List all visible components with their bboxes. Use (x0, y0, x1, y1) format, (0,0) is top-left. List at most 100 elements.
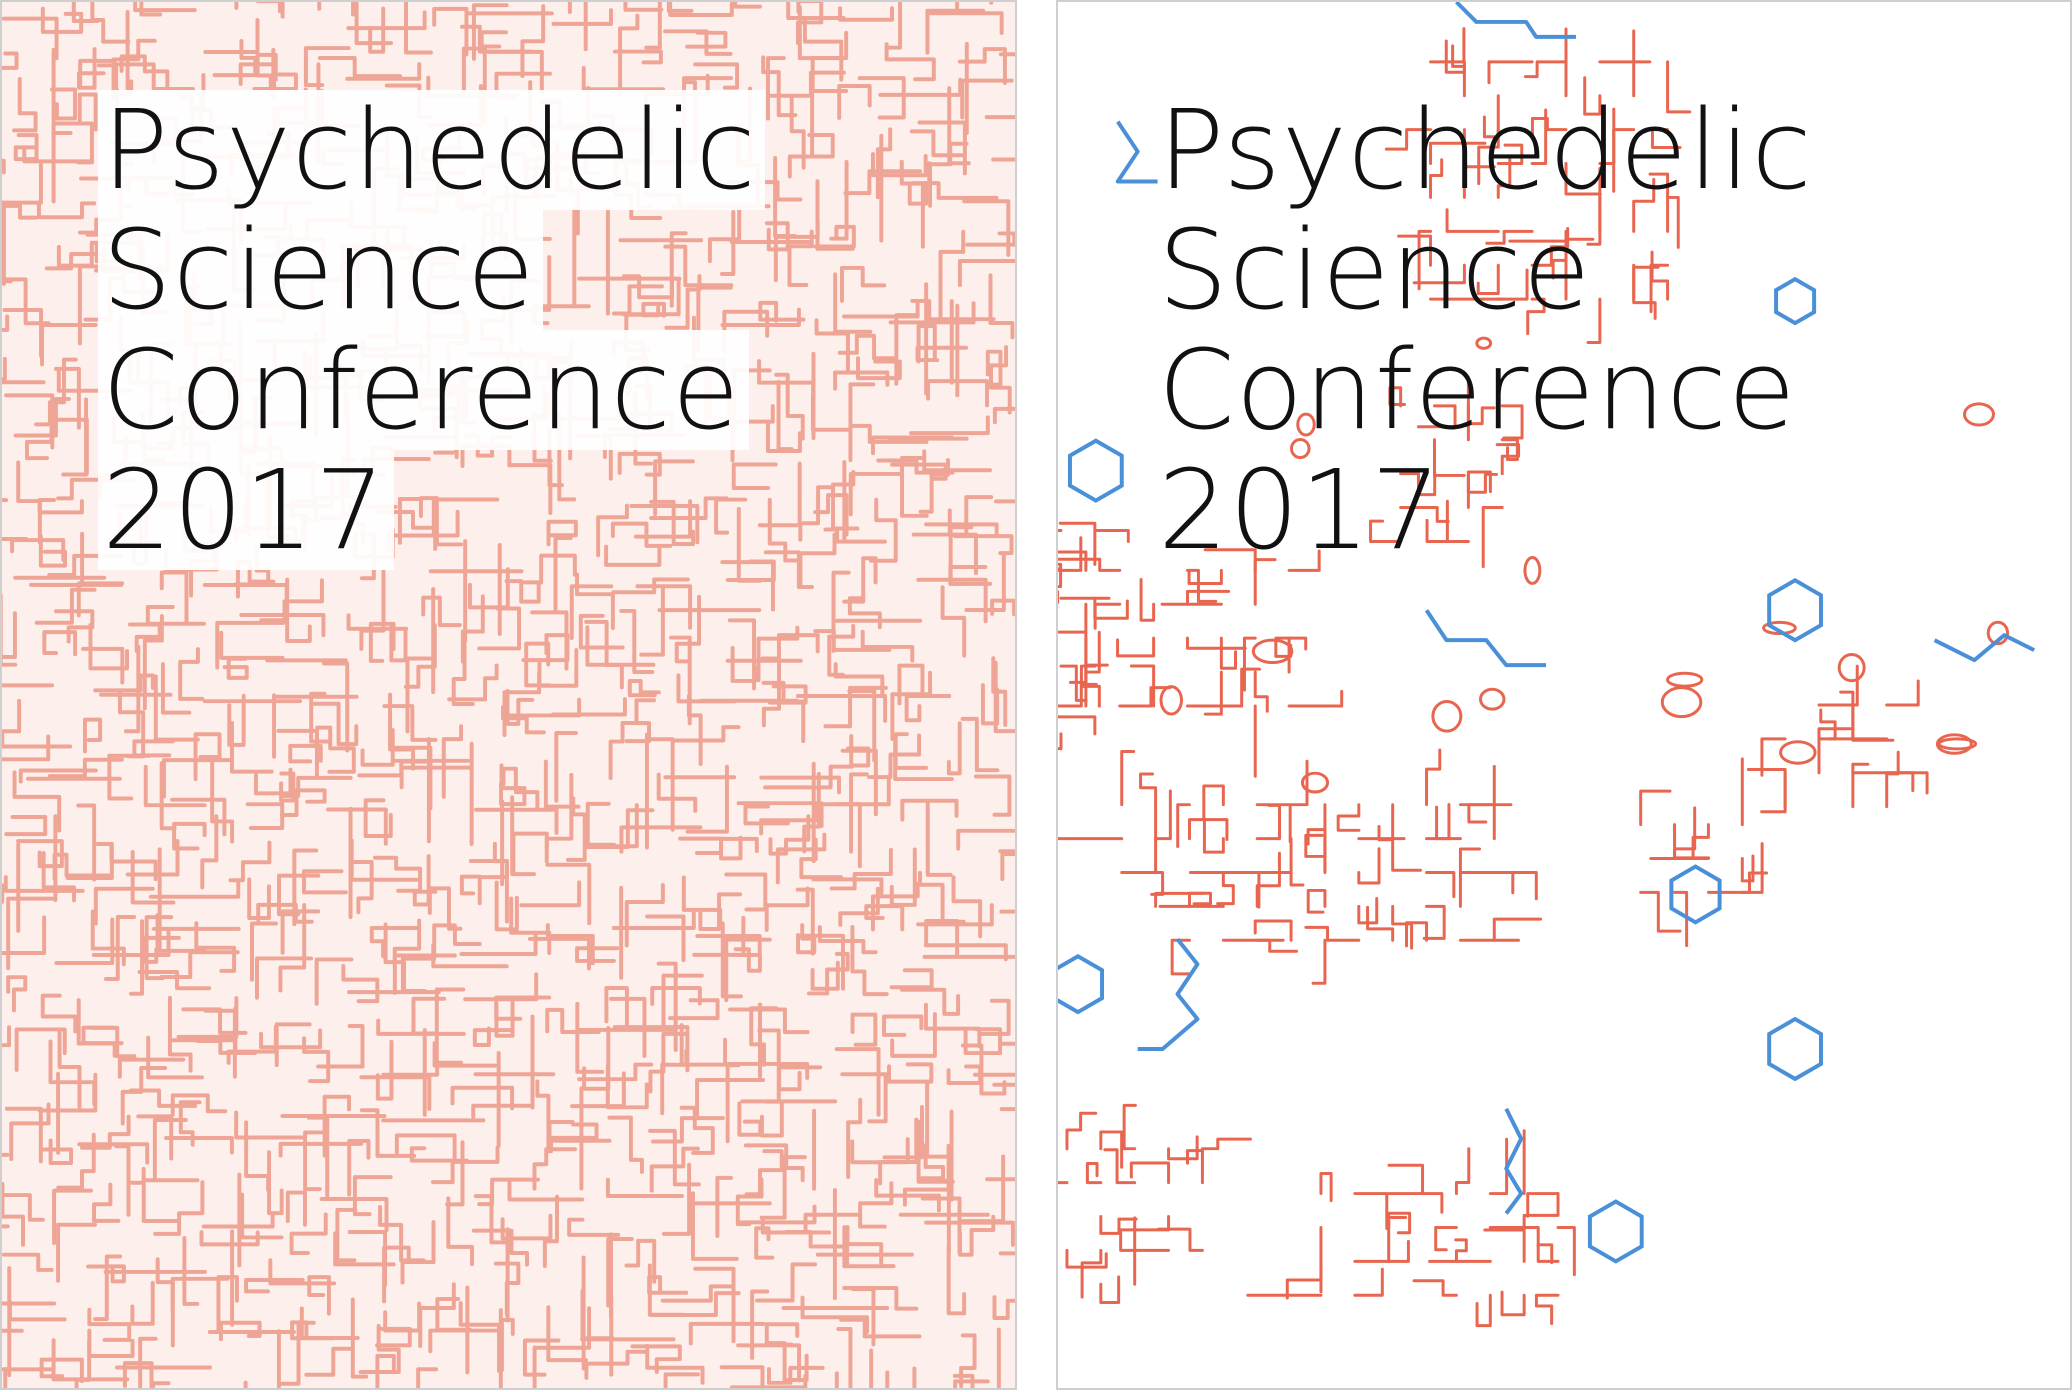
maze-stroke (1451, 44, 1466, 98)
maze-stroke (565, 796, 587, 862)
maze-stroke (833, 370, 890, 391)
maze-stroke (578, 613, 625, 650)
maze-stroke (765, 56, 786, 121)
maze-stroke (77, 264, 103, 346)
maze-stroke (315, 725, 356, 774)
maze-stroke (802, 771, 821, 854)
maze-stroke (493, 1261, 521, 1317)
maze-stroke (1185, 636, 1247, 650)
maze-stroke (923, 943, 1008, 962)
maze-stroke (1551, 258, 1568, 301)
maze-stroke (1255, 938, 1299, 953)
maze-stroke (4, 1106, 43, 1164)
maze-stroke (1483, 1228, 1526, 1263)
maze-stroke (351, 860, 374, 915)
maze-stroke (733, 947, 762, 973)
maze-stroke (668, 2, 734, 17)
maze-stroke (774, 372, 805, 441)
maze-stroke (256, 902, 314, 924)
maze-stroke (1496, 268, 1529, 301)
maze-stroke (1839, 690, 1855, 741)
maze-stroke (1467, 803, 1496, 824)
maze-stroke (916, 577, 988, 624)
maze-stroke (617, 451, 662, 477)
maze-stroke (508, 463, 553, 516)
maze-stroke (369, 926, 419, 959)
maze-stroke (1353, 1239, 1410, 1263)
maze-stroke (951, 875, 983, 939)
maze-stroke (885, 1370, 890, 1388)
maze-stroke (1093, 528, 1130, 543)
maze-stroke (649, 499, 696, 547)
maze-stroke (2, 498, 29, 541)
maze-stroke (472, 1026, 515, 1047)
maze-stroke (1103, 1148, 1137, 1185)
maze-stroke (648, 1128, 701, 1187)
maze-stroke (940, 585, 967, 658)
maze-stroke (627, 679, 661, 698)
maze-stroke (416, 1367, 439, 1388)
maze-stroke (847, 596, 882, 630)
maze-stroke (378, 1205, 426, 1263)
maze-stroke (1530, 108, 1548, 166)
maze-stroke (1454, 1238, 1468, 1263)
maze-stroke (850, 1012, 878, 1047)
maze-stroke (1253, 919, 1293, 942)
maze-stroke (532, 1306, 592, 1350)
maze-stroke (341, 964, 380, 1004)
maze-stroke (485, 49, 544, 95)
maze-stroke (504, 579, 541, 604)
maze-stroke (886, 2, 903, 50)
maze-stroke (1458, 870, 1515, 895)
maze-stroke (836, 1326, 853, 1388)
title-line: Psychedelic (98, 90, 765, 210)
maze-stroke (468, 859, 509, 924)
maze-stroke (1746, 767, 1787, 809)
maze-stroke (915, 345, 969, 363)
maze-stroke (250, 921, 279, 982)
maze-stroke (1287, 689, 1344, 708)
maze-stroke (698, 892, 743, 932)
maze-stroke (985, 1177, 1015, 1182)
maze-stroke (1079, 664, 1101, 708)
maze-stroke (764, 1322, 800, 1347)
maze-stroke (1586, 297, 1602, 345)
maze-stroke (811, 877, 884, 895)
maze-stroke (521, 633, 570, 663)
maze-stroke (259, 578, 324, 623)
maze-stroke (77, 92, 98, 132)
maze-stroke (2, 1193, 45, 1222)
maze-stroke (1760, 737, 1787, 777)
maze-stroke (764, 221, 790, 252)
maze-stroke (1534, 1293, 1560, 1326)
maze-stroke (1458, 847, 1482, 908)
maze-stroke (2, 1252, 54, 1272)
maze-stroke (2, 380, 46, 385)
maze-stroke (1639, 890, 1682, 933)
maze-stroke (2, 356, 7, 382)
maze-stroke (757, 461, 802, 528)
maze-stroke (846, 734, 871, 768)
title-line: 2017 (98, 450, 394, 570)
maze-stroke (795, 887, 815, 956)
maze-stroke (1666, 195, 1680, 249)
maze-stroke (567, 1217, 621, 1237)
maze-stroke (1304, 925, 1361, 942)
maze-stroke (71, 2, 100, 23)
maze-stroke (604, 985, 629, 1029)
maze-stroke (924, 918, 960, 957)
maze-stroke (354, 2, 394, 46)
maze-stroke (1476, 263, 1500, 295)
maze-stroke (1059, 664, 1088, 702)
maze-stroke (916, 903, 994, 927)
maze-stroke (1851, 703, 1895, 742)
maze-stroke (1851, 771, 1915, 793)
maze-stroke (160, 662, 192, 715)
maze-stroke (53, 609, 95, 644)
maze-stroke (1255, 803, 1282, 841)
maze-stroke (22, 146, 94, 164)
maze-stroke (1564, 162, 1602, 196)
maze-stroke (1639, 789, 1672, 827)
maze-stroke (925, 801, 953, 877)
maze-stroke (178, 647, 205, 701)
